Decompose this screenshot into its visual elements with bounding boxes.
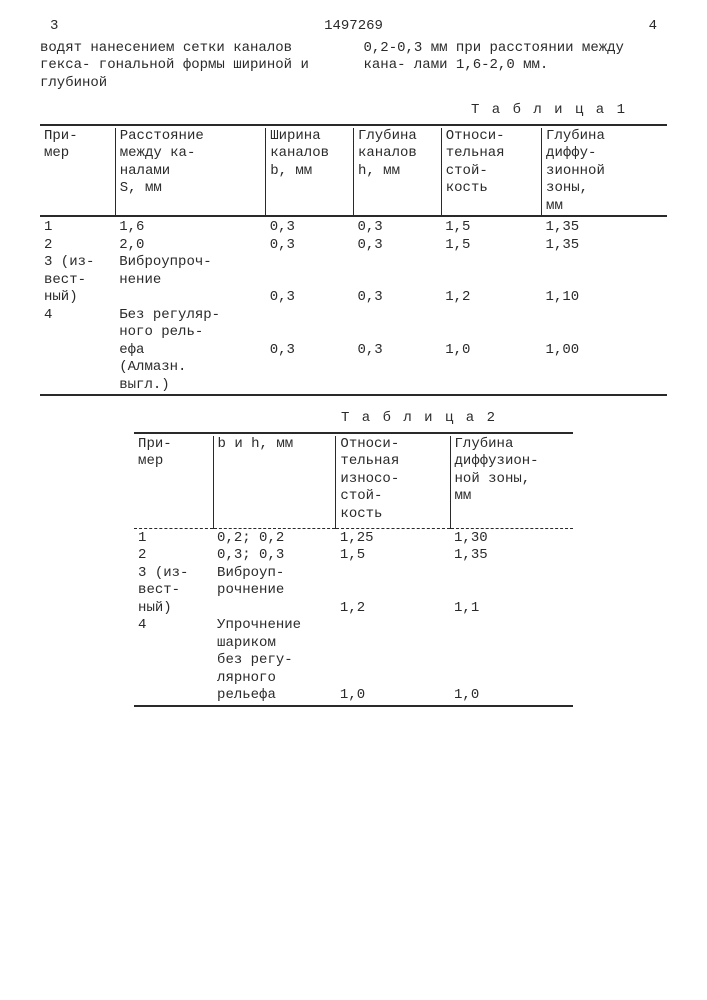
table2-caption: Т а б л и ц а 2 xyxy=(40,410,497,428)
t1-h0: При- мер xyxy=(40,128,115,217)
intro-text: водят нанесением сетки каналов гекса- го… xyxy=(40,40,667,93)
page-header: 3 1497269 4 xyxy=(40,18,667,36)
t2-h3: Глубина диффузион- ной зоны, мм xyxy=(450,436,573,529)
t1-h2: Ширина каналов b, мм xyxy=(266,128,354,217)
table-row: 4 Без регуляр- ного рель- ефа (Алмазн. в… xyxy=(40,307,667,396)
table-2: При- мер b и h, мм Относи- тельная износ… xyxy=(134,432,573,709)
table-row: 1 1,6 0,3 0,3 1,5 1,35 xyxy=(40,219,667,237)
intro-left: водят нанесением сетки каналов гекса- го… xyxy=(40,40,344,93)
table-row: 2 0,3; 0,3 1,5 1,35 xyxy=(134,547,573,565)
table1-caption: Т а б л и ц а 1 xyxy=(40,102,627,120)
t1-h4: Относи- тельная стой- кость xyxy=(441,128,541,217)
t1-h5: Глубина диффу- зионной зоны, мм xyxy=(542,128,667,217)
table-1: При- мер Расстояние между ка- налами S, … xyxy=(40,124,667,399)
table-row: 2 2,0 0,3 0,3 1,5 1,35 xyxy=(40,237,667,255)
table-row: 4 Упрочнение шариком без регу- лярного р… xyxy=(134,617,573,706)
table-row: 1 0,2; 0,2 1,25 1,30 xyxy=(134,530,573,548)
page-number-left: 3 xyxy=(50,18,58,36)
t2-h1: b и h, мм xyxy=(213,436,336,529)
doc-number: 1497269 xyxy=(324,18,383,36)
t1-h3: Глубина каналов h, мм xyxy=(353,128,441,217)
t2-h0: При- мер xyxy=(134,436,213,529)
page-number-right: 4 xyxy=(649,18,657,36)
t2-h2: Относи- тельная износо- стой- кость xyxy=(336,436,450,529)
t1-h1: Расстояние между ка- налами S, мм xyxy=(115,128,265,217)
table-row: 3 (из- вест- ный) Виброупроч- нение 0,3 … xyxy=(40,254,667,307)
intro-right: 0,2-0,3 мм при расстоянии между кана- ла… xyxy=(364,40,668,93)
table-row: 3 (из- вест- ный) Виброуп- рочнение 1,2 … xyxy=(134,565,573,618)
